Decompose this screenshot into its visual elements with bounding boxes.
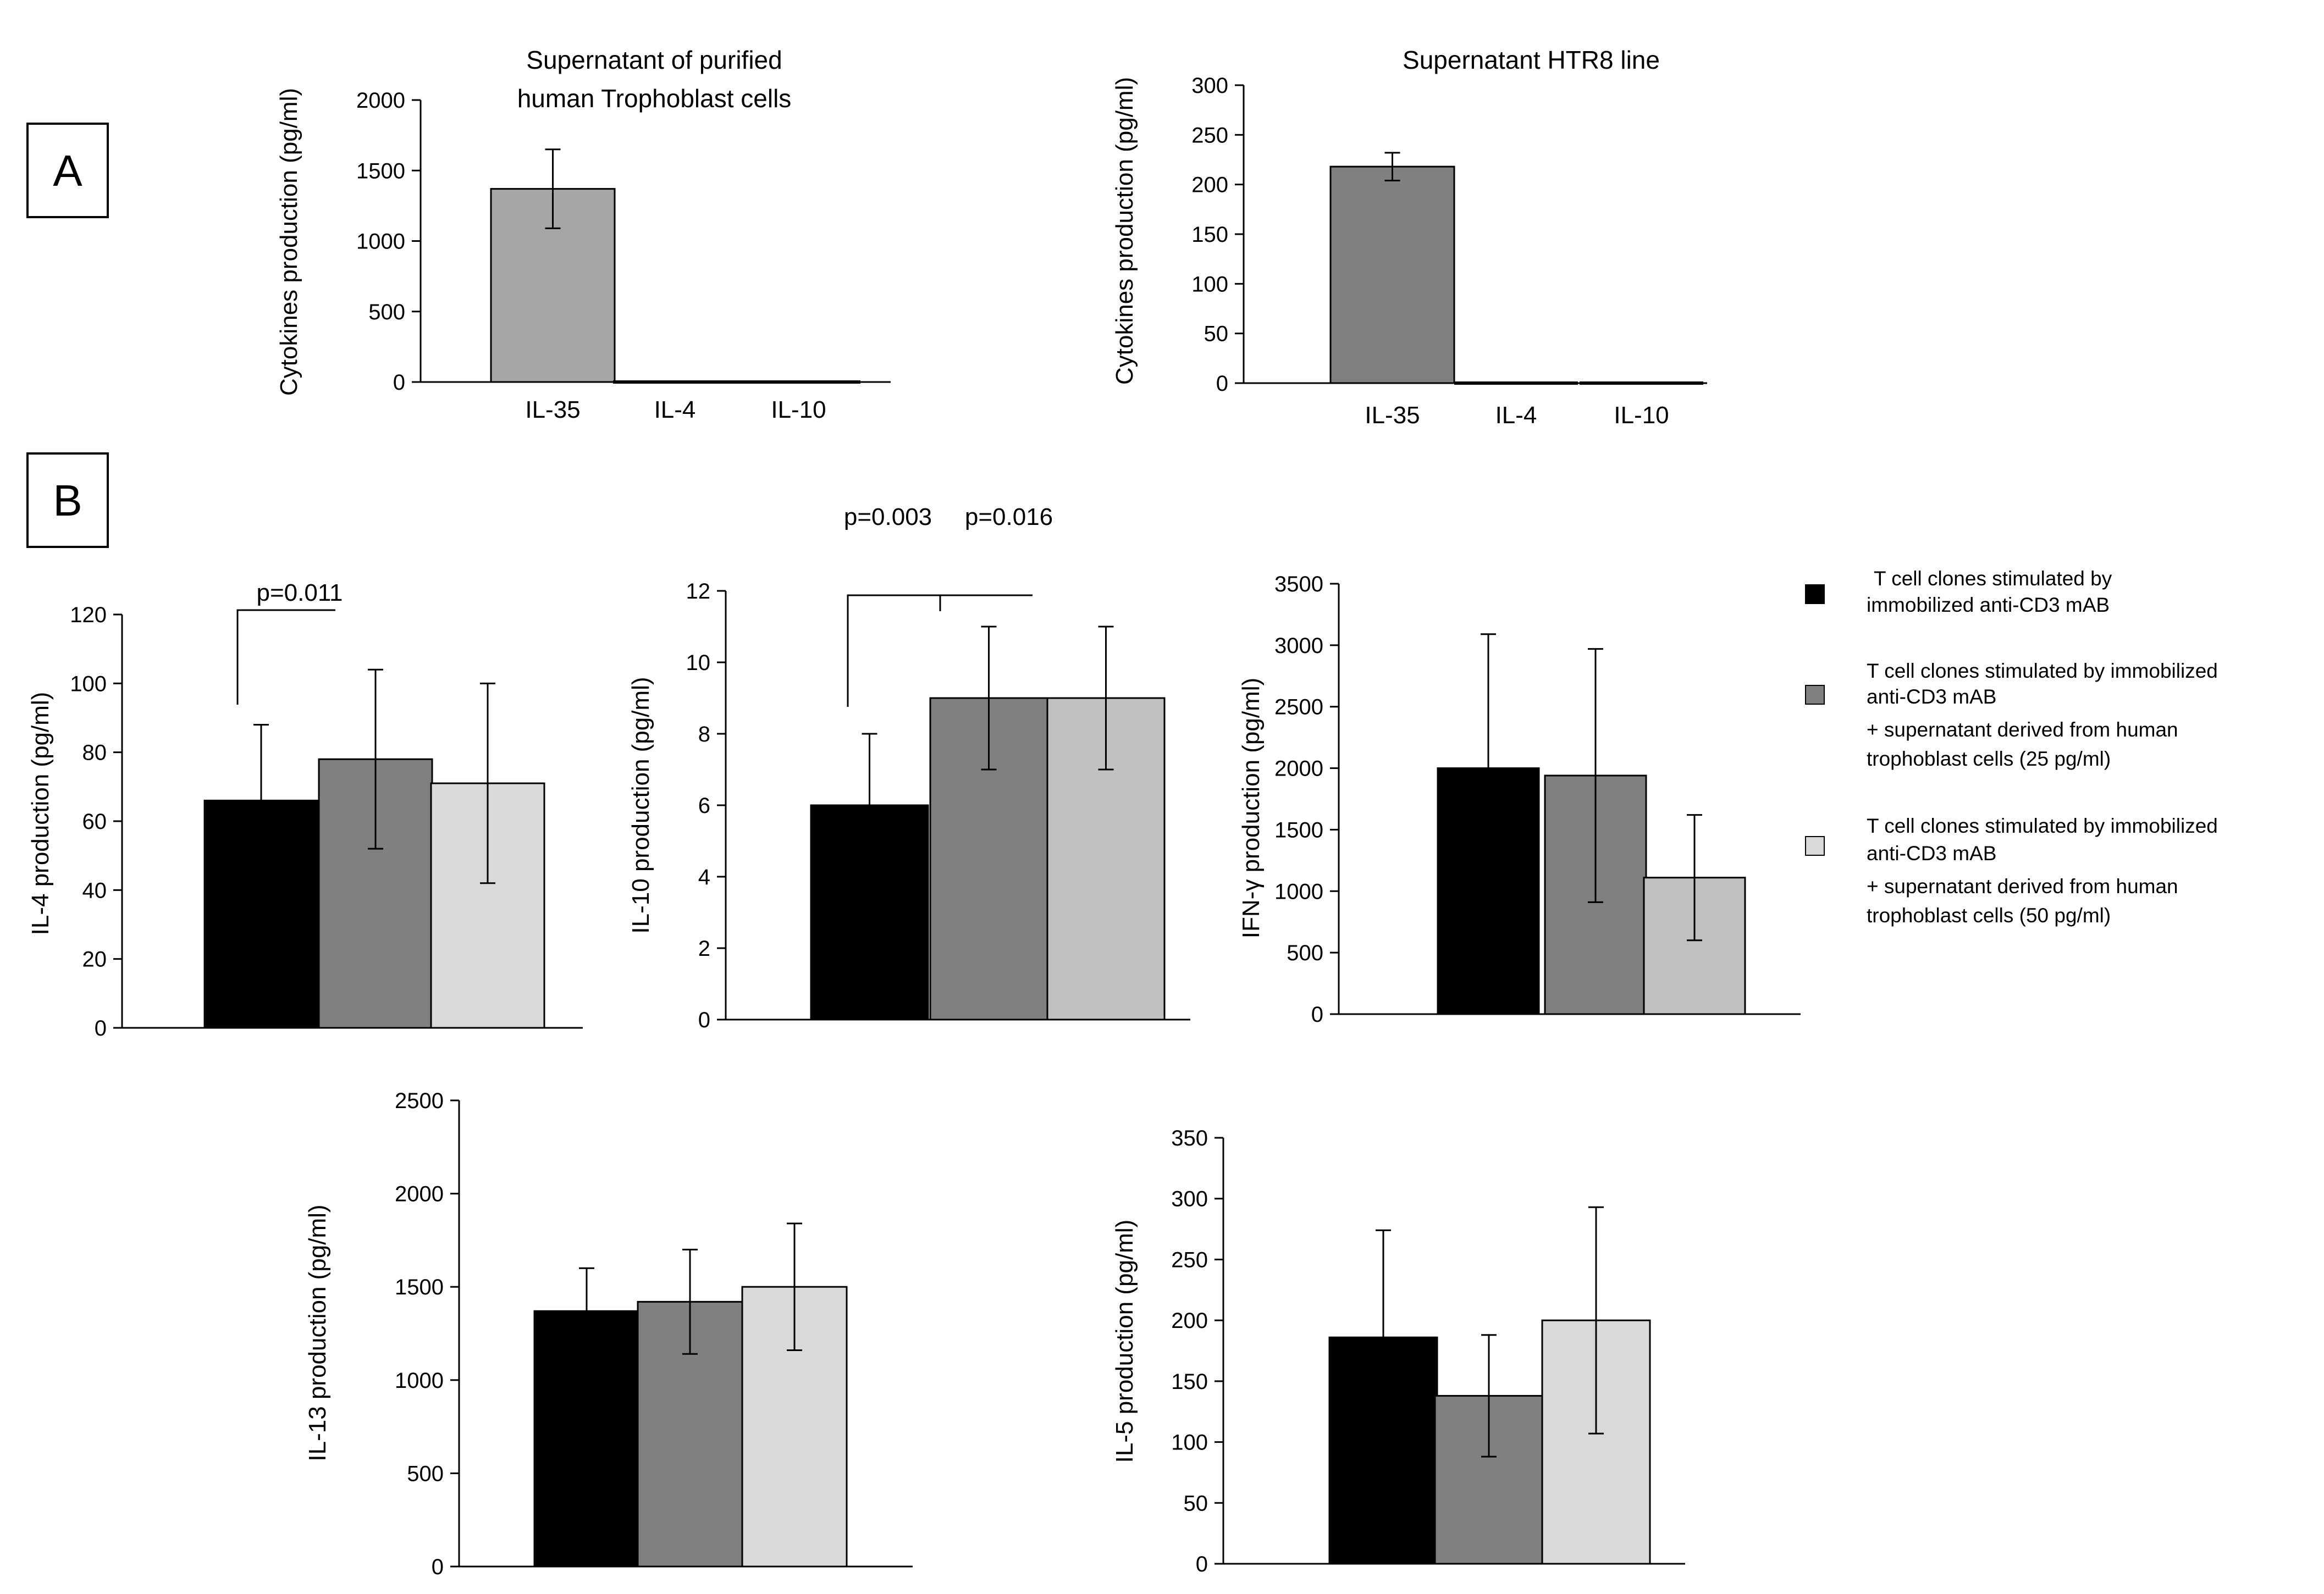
a1-title: Supernatant of purified (526, 46, 782, 74)
a2-y-axis-title: Cytokines production (pg/ml) (1111, 77, 1138, 385)
b4-y-tick-label: 0 (432, 1555, 444, 1579)
legend-swatch-2 (1805, 685, 1825, 705)
b4-y-axis-title: IL-13 production (pg/ml) (304, 1204, 331, 1461)
b4-y-tick-label: 1000 (395, 1369, 444, 1393)
a1-y-tick-label: 2000 (356, 88, 405, 113)
b5-y-axis-title: IL-5 production (pg/ml) (1111, 1220, 1138, 1463)
b3-y-tick-label: 500 (1287, 941, 1323, 965)
b4-y-tick-label: 500 (407, 1462, 444, 1486)
svg-text:B: B (53, 476, 82, 525)
a1-y-tick-label: 1500 (356, 159, 405, 183)
b2-y-tick-label: 10 (686, 651, 711, 675)
legend-text-2: + supernatant derived from human (1867, 718, 2178, 741)
chart-b5-il5: 0 50 100 150 200 250 300 350 IL-5 production (pg… (1111, 1126, 1685, 1576)
b4-y-tick-label: 1500 (395, 1275, 444, 1299)
b2-y-tick-label: 2 (698, 937, 710, 961)
a2-y-tick-label: 100 (1191, 272, 1228, 296)
a2-y-tick-label: 0 (1216, 372, 1228, 396)
panel-label-a: A (26, 123, 109, 218)
legend-text-3: anti-CD3 mAB (1867, 842, 1996, 865)
b3-y-tick-label: 1000 (1274, 879, 1323, 904)
a2-category-label: IL-4 (1495, 402, 1537, 429)
svg-text:A: A (53, 146, 82, 195)
chart-b2-il10: 0 2 4 6 8 10 12 IL-10 production (pg/ml) (627, 579, 1190, 1032)
chart-a2-htr8-supernatant: 0 50 100 150 200 250 300 Cytokines production (… (1111, 46, 1707, 429)
chart-b3-ifn-gamma: 0 500 1000 1500 2000 2500 3000 3500 IFN-γ produc… (1238, 572, 1801, 1027)
b2-y-tick-label: 4 (698, 865, 710, 889)
b1-y-tick-label: 60 (82, 810, 107, 834)
b5-y-tick-label: 350 (1171, 1126, 1208, 1150)
b4-y-tick-label: 2000 (395, 1182, 444, 1206)
a2-y-tick-label: 300 (1191, 74, 1228, 98)
b1-y-tick-label: 40 (82, 878, 107, 903)
b3-y-tick-label: 0 (1311, 1003, 1323, 1027)
a2-category-label: IL-35 (1365, 402, 1420, 429)
pvalue-il10-first: p=0.003 (844, 503, 932, 530)
legend-text-3: trophoblast cells (50 pg/ml) (1867, 904, 2111, 927)
b2-y-tick-label: 6 (698, 794, 710, 818)
a1-y-tick-label: 500 (368, 300, 405, 324)
legend-swatch-1 (1805, 584, 1825, 604)
a2-y-tick-label: 50 (1204, 322, 1229, 346)
b1-y-tick-label: 20 (82, 948, 107, 972)
legend-swatch-3 (1805, 836, 1825, 856)
b2-y-tick-label: 0 (698, 1008, 710, 1032)
b1-pvalue: p=0.011 (256, 579, 343, 606)
a1-y-tick-label: 0 (393, 370, 405, 395)
b3-y-tick-label: 2500 (1274, 695, 1323, 719)
chart-b4-il13: 0 500 1000 1500 2000 2500 IL-13 production (pg… (304, 1089, 913, 1579)
b2-y-tick-label: 12 (686, 579, 711, 604)
pvalue-il10-second: p=0.016 (965, 503, 1053, 530)
b1-y-axis-title: IL-4 production (pg/ml) (27, 692, 54, 936)
legend-text-2: T cell clones stimulated by immobilized (1867, 660, 2218, 682)
b1-y-tick-label: 120 (70, 603, 107, 627)
b2-significance-bracket (847, 594, 1033, 707)
b1-y-tick-label: 0 (95, 1016, 107, 1040)
a1-category-label: IL-4 (654, 396, 696, 423)
a1-category-label: IL-35 (525, 396, 580, 423)
a2-category-label: IL-10 (1614, 402, 1669, 429)
b5-y-tick-label: 50 (1184, 1491, 1208, 1515)
chart-a1-trophoblast-supernatant: 0 500 1000 1500 2000 Cytokines production (pg… (275, 46, 891, 423)
a1-category-label: IL-10 (771, 396, 826, 423)
a1-y-tick-label: 1000 (356, 230, 405, 254)
legend-text-2: anti-CD3 mAB (1867, 685, 1996, 708)
legend-text-1: T cell clones stimulated by (1874, 567, 2112, 590)
b5-y-tick-label: 250 (1171, 1248, 1208, 1272)
a2-y-tick-label: 150 (1191, 223, 1228, 247)
legend: T cell clones stimulated by immobilized a… (1805, 567, 2218, 927)
b2-y-tick-label: 8 (698, 722, 710, 746)
chart-b1-il4: 0 20 40 60 80 100 120 IL-4 production (pg/ml) p=… (27, 579, 583, 1040)
b3-y-tick-label: 1500 (1274, 818, 1323, 842)
b5-y-tick-label: 0 (1196, 1552, 1208, 1576)
a2-title: Supernatant HTR8 line (1403, 46, 1660, 74)
a1-title: human Trophoblast cells (517, 84, 792, 113)
legend-text-3: T cell clones stimulated by immobilized (1867, 815, 2218, 837)
b2-y-axis-title: IL-10 production (pg/ml) (627, 677, 654, 933)
b5-y-tick-label: 150 (1171, 1370, 1208, 1394)
a2-y-tick-label: 250 (1191, 123, 1228, 147)
b5-y-tick-label: 100 (1171, 1431, 1208, 1455)
b4-y-tick-label: 2500 (395, 1089, 444, 1113)
b5-y-tick-label: 300 (1171, 1187, 1208, 1211)
b1-significance-bracket (236, 609, 335, 705)
legend-text-3: + supernatant derived from human (1867, 875, 2178, 898)
b3-y-axis-title: IFN-γ production (pg/ml) (1238, 678, 1265, 938)
panel-label-b: B (26, 452, 109, 548)
b3-y-tick-label: 3500 (1274, 572, 1323, 596)
b1-y-tick-label: 80 (82, 741, 107, 765)
a2-y-tick-label: 200 (1191, 173, 1228, 197)
b3-y-tick-label: 3000 (1274, 634, 1323, 658)
a1-y-axis-title: Cytokines production (pg/ml) (275, 88, 302, 396)
b3-y-tick-label: 2000 (1274, 757, 1323, 781)
b5-y-tick-label: 200 (1171, 1309, 1208, 1333)
legend-text-1: immobilized anti-CD3 mAB (1867, 594, 2110, 616)
b1-y-tick-label: 100 (70, 672, 107, 696)
legend-text-2: trophoblast cells (25 pg/ml) (1867, 748, 2111, 770)
a2-bar-il-35 (1329, 165, 1455, 384)
